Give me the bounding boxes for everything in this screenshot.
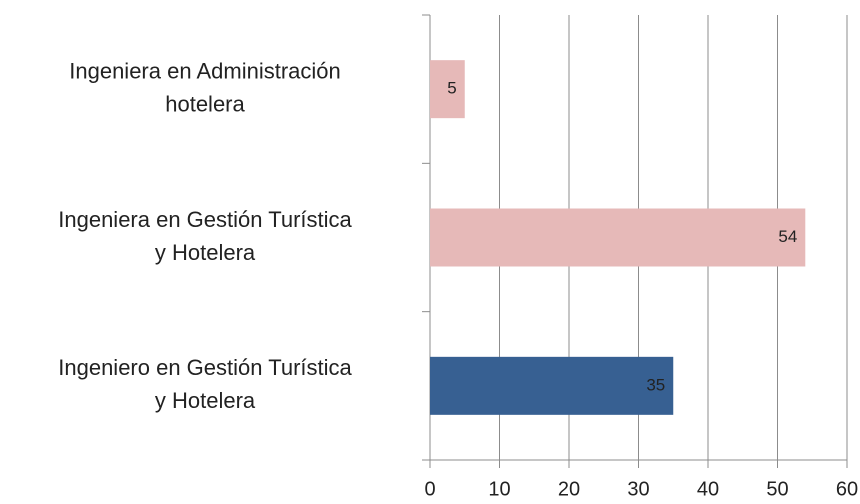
bar [430, 60, 465, 119]
category-label: Ingeniero en Gestión Turística [58, 355, 352, 380]
x-tick-label: 20 [558, 478, 580, 500]
x-tick-label: 10 [488, 478, 510, 500]
bar [430, 208, 806, 267]
x-tick-label: 0 [424, 478, 435, 500]
value-label: 54 [778, 227, 797, 246]
x-tick-label: 30 [627, 478, 649, 500]
category-label: Ingeniera en Gestión Turística [58, 207, 352, 232]
category-label: hotelera [165, 91, 245, 116]
category-label: Ingeniera en Administración [69, 58, 341, 83]
category-label: y Hotelera [155, 388, 256, 413]
value-label: 35 [646, 375, 665, 394]
category-label: y Hotelera [155, 240, 256, 265]
x-tick-label: 60 [836, 478, 858, 500]
bar [430, 356, 674, 415]
x-tick-label: 50 [766, 478, 788, 500]
value-label: 5 [447, 79, 456, 98]
x-tick-label: 40 [697, 478, 719, 500]
